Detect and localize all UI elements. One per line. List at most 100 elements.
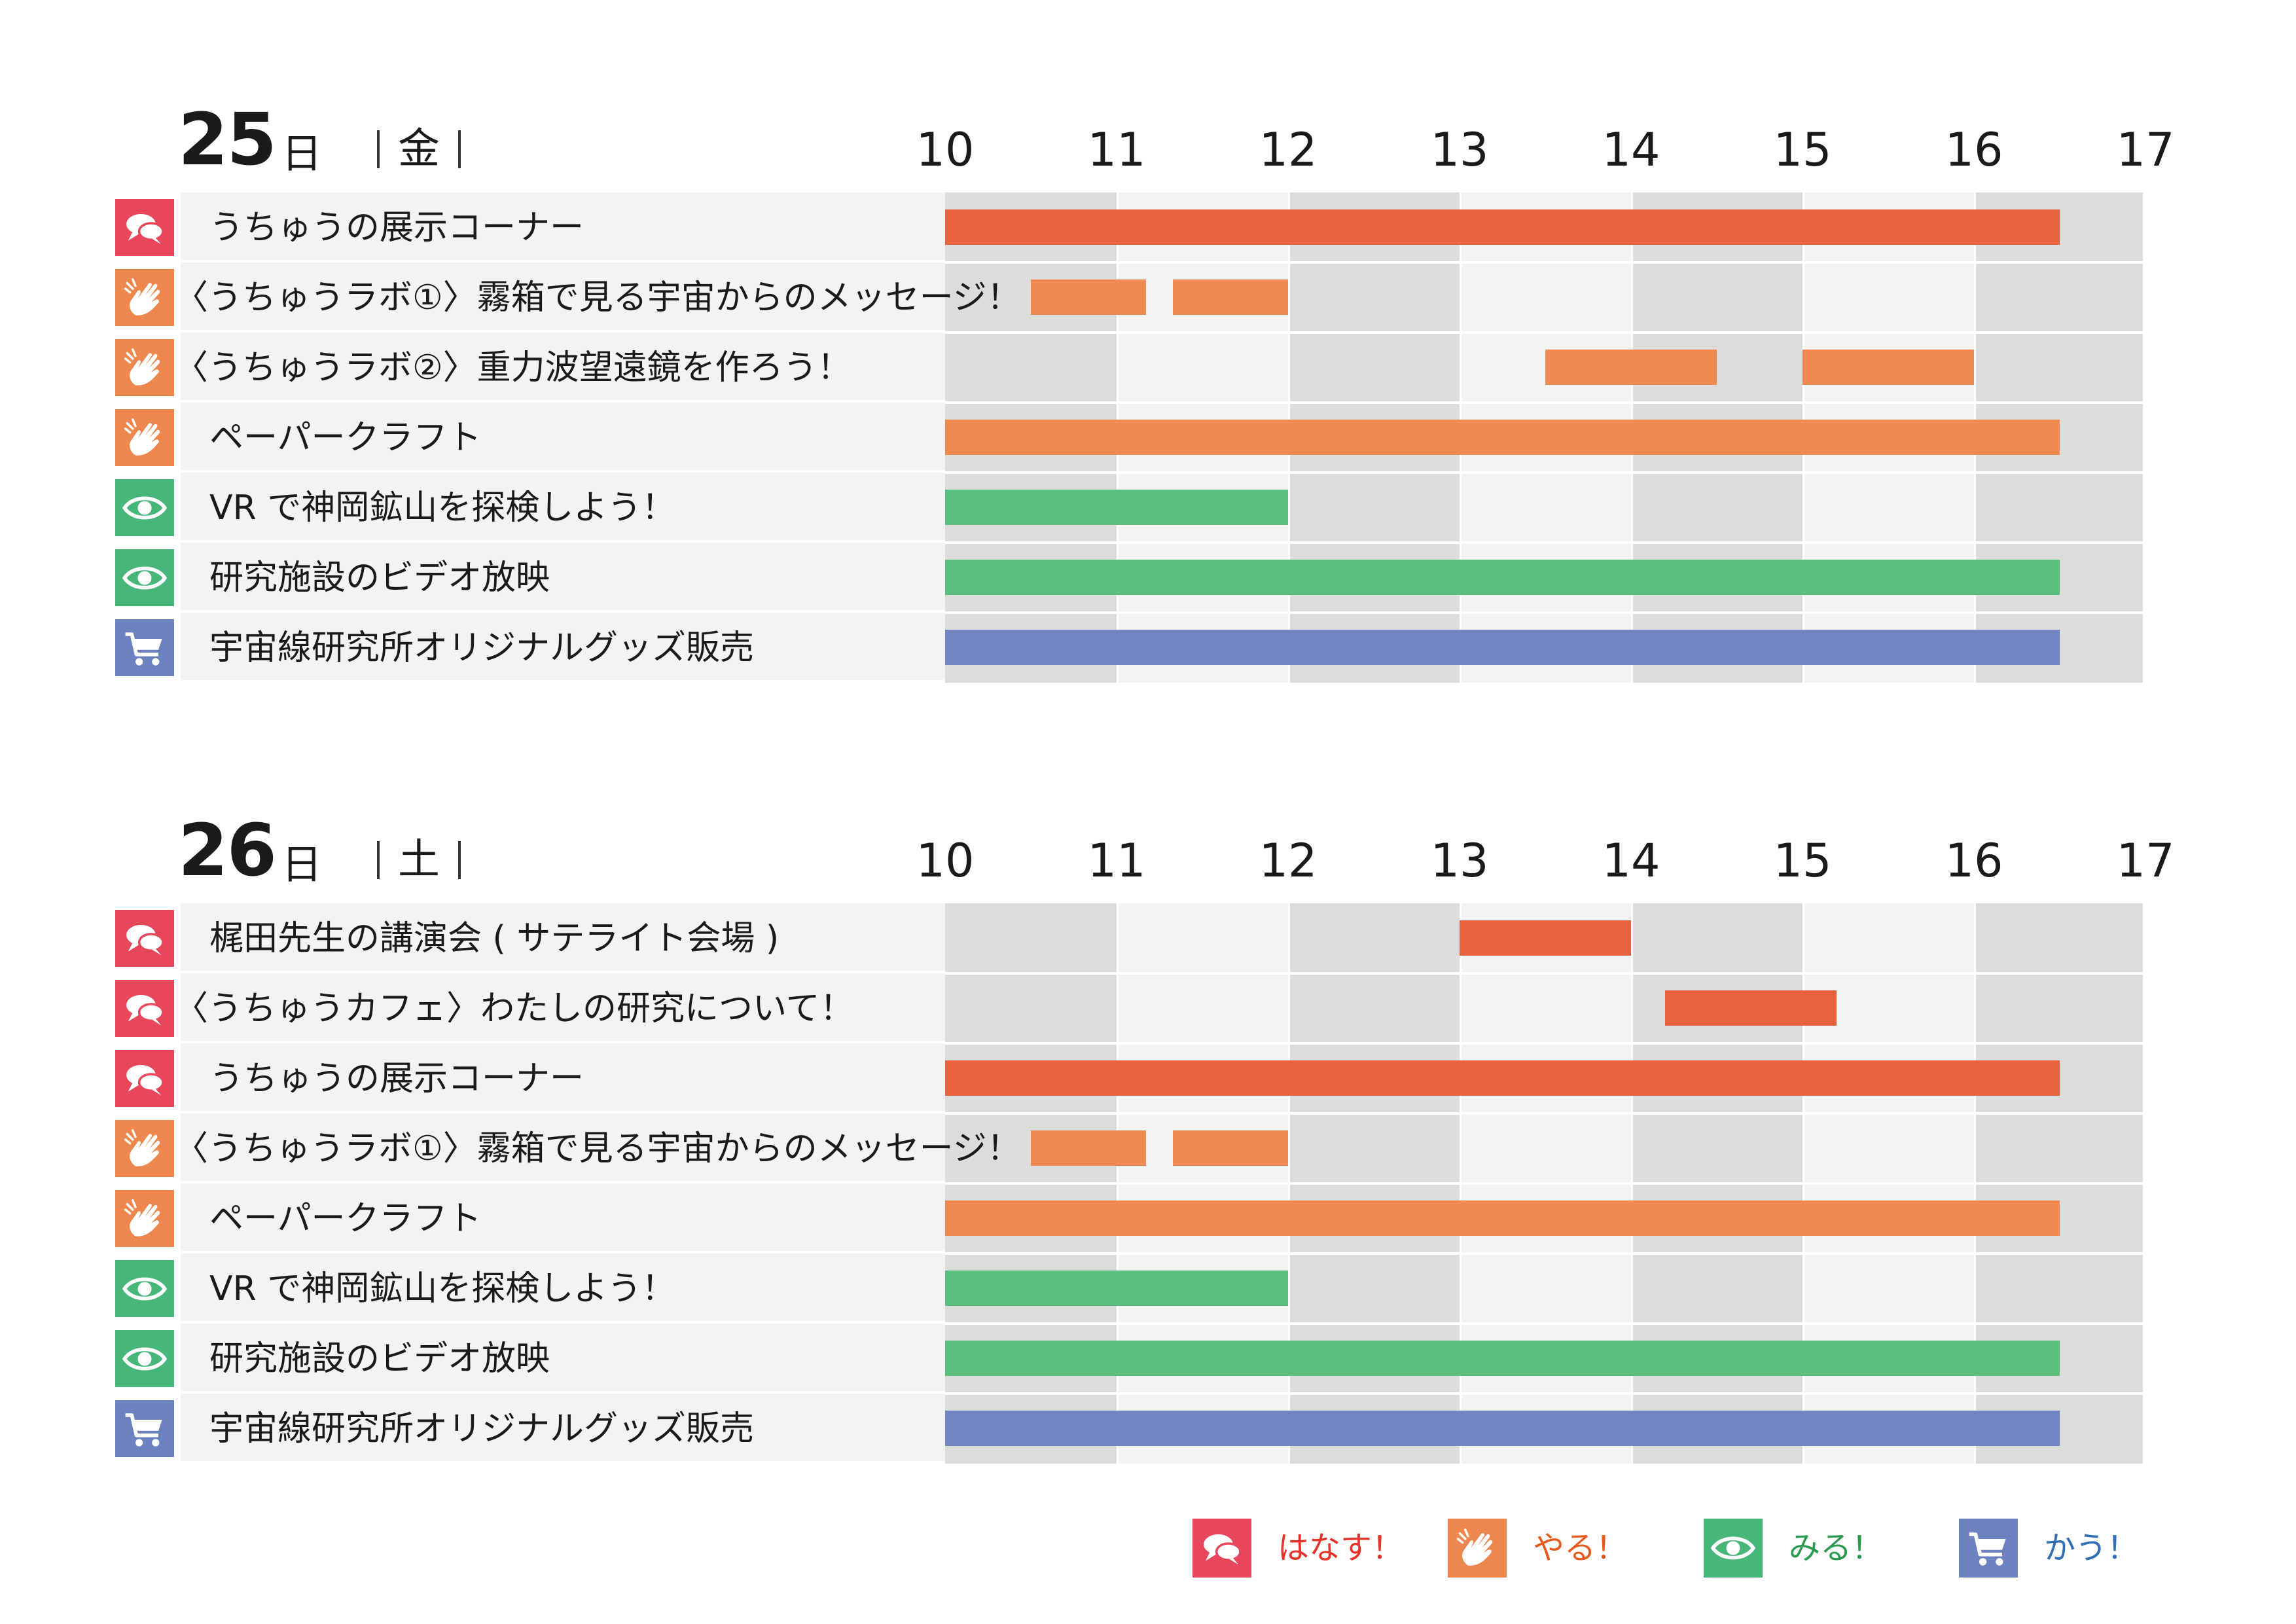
- hour-label: 17: [2116, 123, 2175, 177]
- event-row: 研究施設のビデオ放映: [0, 541, 2296, 613]
- event-time-bar: [1545, 350, 1717, 385]
- event-label-cell: 宇宙線研究所オリジナルグッズ販売: [181, 613, 945, 680]
- event-row: 梶田先生の講演会 ( サテライト会場 ): [0, 903, 2296, 973]
- event-row: 研究施設のビデオ放映: [0, 1322, 2296, 1394]
- weekday-divider: [377, 841, 380, 879]
- event-title: 〈うちゅうラボ①〉霧箱で見る宇宙からのメッセージ！: [174, 278, 1021, 317]
- hour-label: 13: [1430, 123, 1489, 177]
- event-time-bar: [945, 490, 1288, 525]
- event-title: ペーパークラフト: [209, 418, 482, 458]
- weekday-divider: [458, 841, 461, 879]
- event-title: うちゅうの展示コーナー: [209, 1059, 584, 1098]
- event-title: 〈うちゅうラボ②〉重力波望遠鏡を作ろう！: [174, 348, 852, 388]
- hour-label: 12: [1259, 123, 1318, 177]
- event-row: うちゅうの展示コーナー: [0, 192, 2296, 262]
- day-header: 26 日土 10 11 12 13 14 15 16 17: [0, 812, 2296, 903]
- weekday-label: 金: [398, 125, 440, 173]
- event-time-bar: [1031, 1130, 1146, 1166]
- event-row: VR で神岡鉱山を探検しよう！: [0, 471, 2296, 543]
- event-time-bar: [945, 1060, 2060, 1096]
- event-title: 研究施設のビデオ放映: [209, 558, 550, 598]
- row-divider: [945, 331, 2143, 334]
- event-label-cell: 〈うちゅうラボ①〉霧箱で見る宇宙からのメッセージ！: [174, 1113, 1021, 1181]
- weekday: 土: [359, 839, 479, 881]
- event-label-cell: 研究施設のビデオ放映: [181, 543, 945, 610]
- event-label-cell: VR で神岡鉱山を探検しよう！: [181, 473, 945, 540]
- event-row: 宇宙線研究所オリジナルグッズ販売: [0, 1392, 2296, 1464]
- hour-label: 13: [1430, 834, 1489, 888]
- hand-icon: [115, 1190, 174, 1247]
- event-row: 〈うちゅうラボ①〉霧箱で見る宇宙からのメッセージ！: [0, 1112, 2296, 1183]
- event-label-cell: ペーパークラフト: [181, 403, 945, 470]
- event-title: ペーパークラフト: [209, 1199, 482, 1238]
- hour-label: 11: [1087, 123, 1146, 177]
- day-section: 25 日 金 10 11 12 13 14 15 16 17 うちゅうの展示コーナー 〈うちゅうラボ①〉…: [0, 101, 2296, 683]
- row-divider: [945, 1322, 2143, 1325]
- event-time-bar: [945, 560, 2060, 595]
- hour-label: 10: [916, 123, 975, 177]
- day-section: 26 日土 10 11 12 13 14 15 16 17 梶田先生の講演会 ( サテライト会場 )…: [0, 812, 2296, 1464]
- eye-icon: [115, 1260, 174, 1317]
- hour-label: 10: [916, 834, 975, 888]
- day-number: 25: [178, 98, 277, 181]
- eye-icon: [1704, 1519, 1763, 1578]
- row-divider: [945, 1182, 2143, 1185]
- event-time-bar: [1803, 350, 1974, 385]
- event-time-bar: [945, 1271, 1288, 1306]
- event-time-bar: [1665, 990, 1837, 1026]
- day-number: 26: [178, 808, 277, 892]
- event-row: 宇宙線研究所オリジナルグッズ販売: [0, 611, 2296, 683]
- hour-label: 14: [1602, 123, 1660, 177]
- hand-icon: [115, 339, 174, 396]
- event-row: VR で神岡鉱山を探検しよう！: [0, 1252, 2296, 1324]
- row-divider: [945, 1392, 2143, 1395]
- row-divider: [945, 401, 2143, 404]
- event-label-cell: うちゅうの展示コーナー: [181, 1043, 945, 1111]
- row-divider: [945, 611, 2143, 614]
- speech-bubbles-icon: [1193, 1519, 1251, 1578]
- legend-label: かう！: [2044, 1530, 2139, 1566]
- event-time-bar: [1173, 280, 1288, 315]
- weekday: 金: [359, 128, 479, 170]
- legend-item: みる！: [1704, 1519, 1883, 1578]
- day-unit: 日: [281, 130, 323, 177]
- hour-label: 16: [1945, 123, 2003, 177]
- event-label-cell: うちゅうの展示コーナー: [181, 192, 945, 260]
- row-divider: [945, 1252, 2143, 1255]
- event-time-bar: [945, 209, 2060, 245]
- legend-label: みる！: [1789, 1530, 1884, 1566]
- event-title: 梶田先生の講演会 ( サテライト会場 ): [209, 919, 780, 958]
- hand-icon: [115, 409, 174, 466]
- weekday-divider: [458, 130, 461, 168]
- event-label-cell: ペーパークラフト: [181, 1183, 945, 1251]
- hour-label: 12: [1259, 834, 1318, 888]
- event-row: 〈うちゅうラボ①〉霧箱で見る宇宙からのメッセージ！: [0, 261, 2296, 333]
- row-divider: [945, 541, 2143, 544]
- speech-bubbles-icon: [115, 199, 174, 256]
- event-time-bar: [945, 630, 2060, 665]
- event-label-cell: 宇宙線研究所オリジナルグッズ販売: [181, 1394, 945, 1461]
- event-time-bar: [945, 1411, 2060, 1446]
- hour-label: 14: [1602, 834, 1660, 888]
- event-label-cell: VR で神岡鉱山を探検しよう！: [181, 1254, 945, 1321]
- legend-item: かう！: [1959, 1519, 2138, 1578]
- weekday-divider: [377, 130, 380, 168]
- event-row: ペーパークラフト: [0, 401, 2296, 473]
- legend-item: はなす！: [1193, 1519, 1403, 1578]
- eye-icon: [115, 479, 174, 536]
- row-divider: [945, 261, 2143, 264]
- hand-icon: [115, 269, 174, 326]
- row-divider: [945, 972, 2143, 975]
- legend: はなす！ やる！ みる！ かう！: [0, 1519, 2296, 1584]
- eye-icon: [115, 549, 174, 606]
- legend-item: やる！: [1448, 1519, 1627, 1578]
- event-row: ペーパークラフト: [0, 1182, 2296, 1254]
- event-title: 研究施設のビデオ放映: [209, 1339, 550, 1379]
- event-time-bar: [1031, 280, 1146, 315]
- event-time-bar: [945, 420, 2060, 455]
- hour-label: 11: [1087, 834, 1146, 888]
- event-time-bar: [1460, 920, 1631, 956]
- speech-bubbles-icon: [115, 1050, 174, 1107]
- event-time-bar: [945, 1341, 2060, 1376]
- row-divider: [945, 1112, 2143, 1115]
